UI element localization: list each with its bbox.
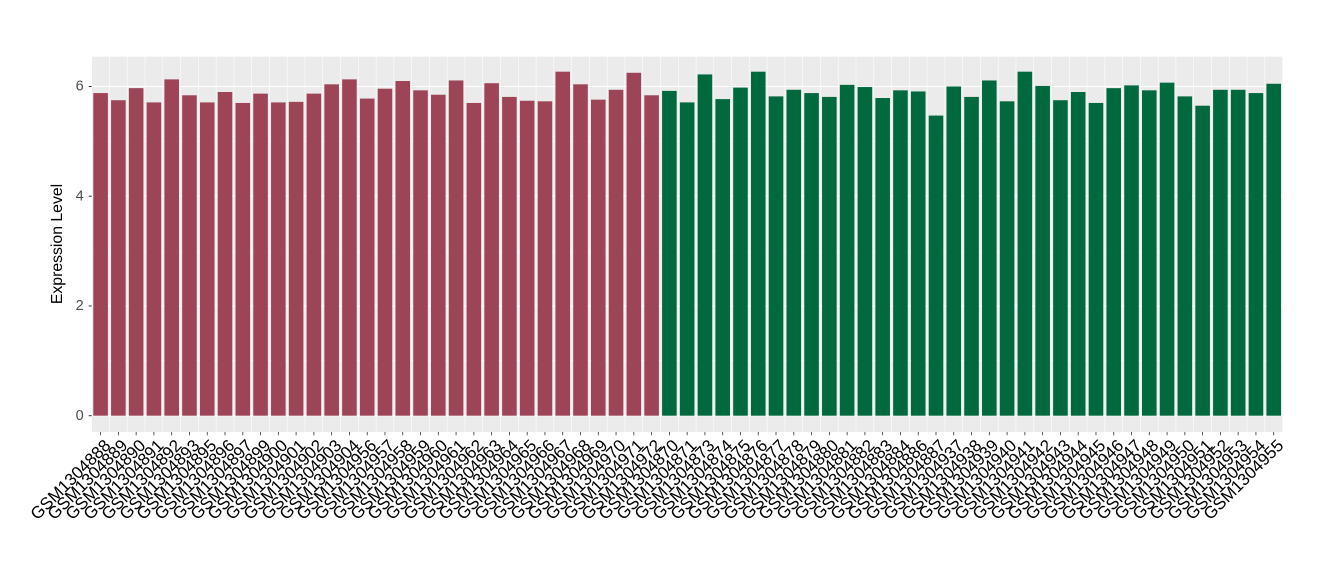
svg-text:4: 4 (76, 188, 84, 204)
svg-text:6: 6 (76, 79, 84, 95)
svg-text:2: 2 (76, 298, 84, 314)
svg-text:0: 0 (76, 408, 84, 424)
